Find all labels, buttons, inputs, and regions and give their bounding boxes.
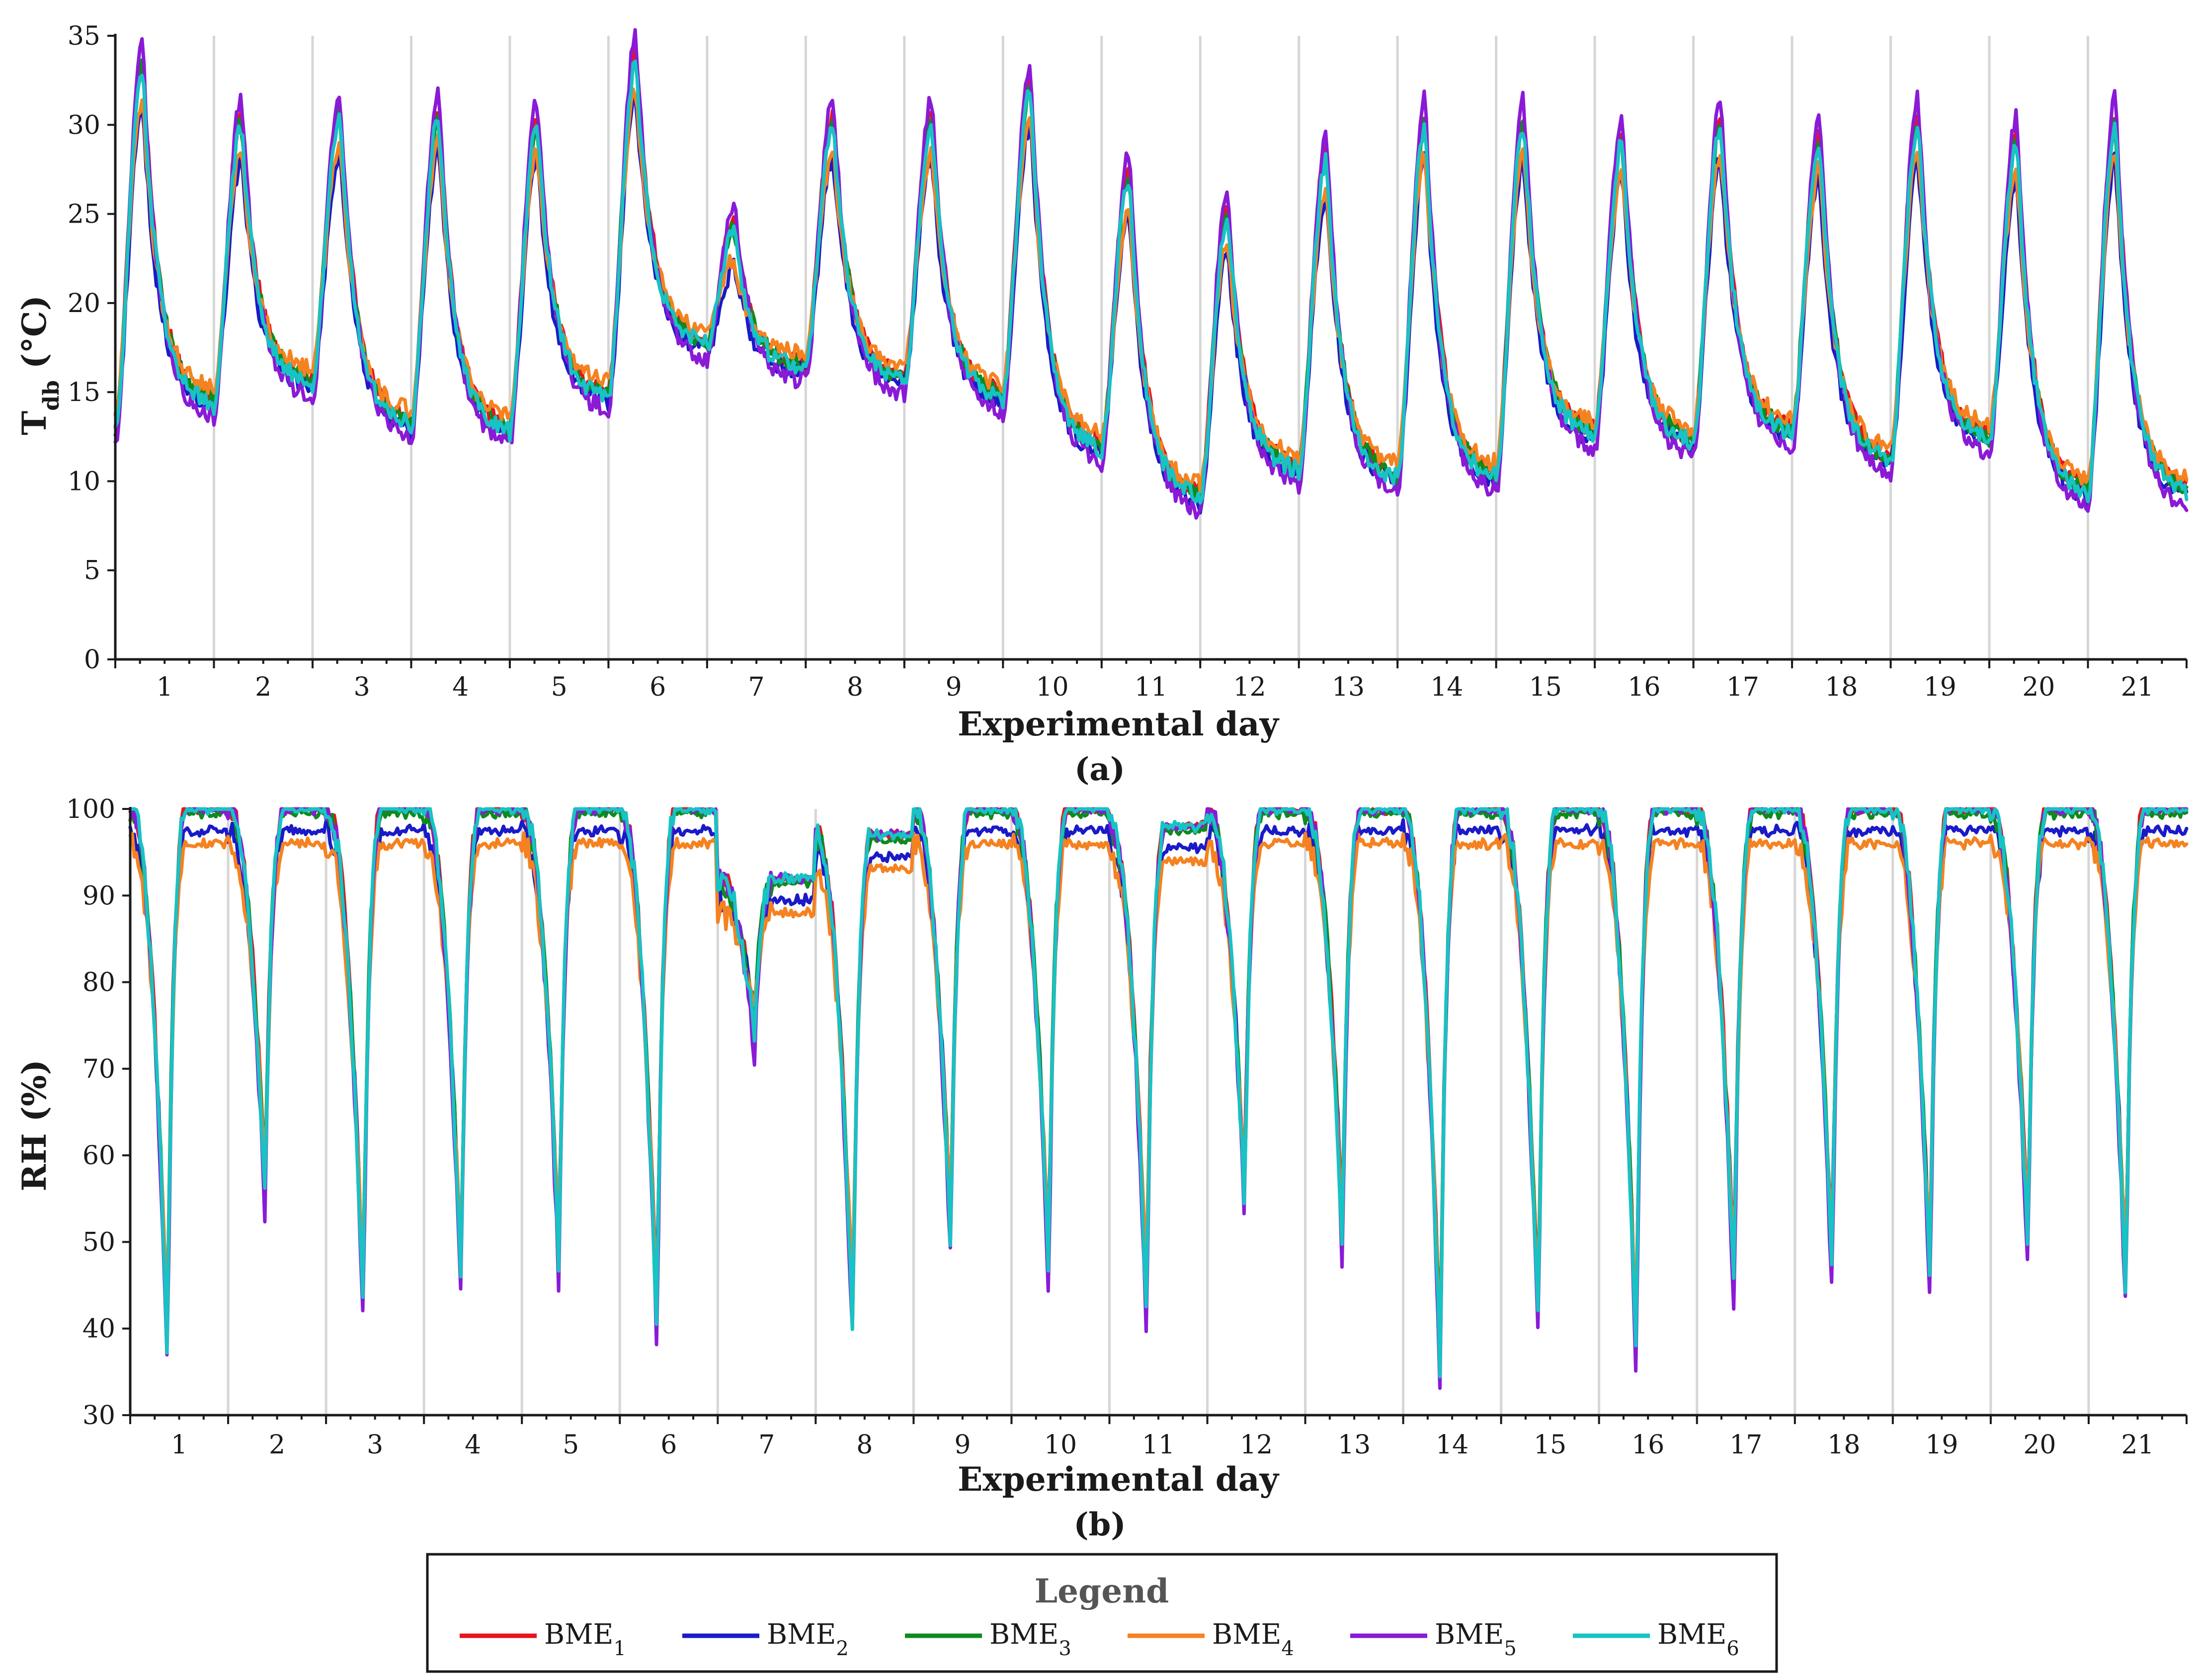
legend: Legend BME1 BME2 BME3 BME4 BME5 BME6 bbox=[426, 1553, 1778, 1673]
x-day-label: 11 bbox=[1142, 1430, 1175, 1460]
panel-a-grid bbox=[212, 36, 2090, 659]
x-day-label: 17 bbox=[1729, 1430, 1762, 1460]
x-day-label: 14 bbox=[1430, 672, 1463, 702]
x-day-label: 6 bbox=[650, 672, 666, 702]
panel-a-x-axis-title: Experimental day bbox=[958, 705, 1280, 743]
panel-a-series-group bbox=[113, 28, 2189, 520]
y-tick-label: 40 bbox=[82, 1314, 115, 1344]
x-day-label: 12 bbox=[1233, 672, 1266, 702]
x-day-label: 2 bbox=[255, 672, 271, 702]
y-tick-label: 35 bbox=[68, 21, 100, 51]
legend-box bbox=[426, 1553, 1778, 1673]
y-tick-label: 60 bbox=[82, 1141, 115, 1171]
y-tick-label: 50 bbox=[82, 1227, 115, 1257]
legend-label-bme4: BME4 bbox=[1212, 1618, 1294, 1660]
series-line-bme6 bbox=[128, 807, 2189, 1378]
x-day-label: 19 bbox=[1924, 672, 1956, 702]
panel-a-x-ticks: 1 2 3 4 5 6 7 8 9 10 11 12 13 14 15 16 17 18 19 20 21 bbox=[114, 659, 2188, 702]
y-tick-label: 90 bbox=[82, 881, 115, 911]
panel-b-y-axis-title-main: RH (%) bbox=[15, 1059, 54, 1191]
x-day-label: 3 bbox=[354, 672, 370, 702]
x-day-label: 21 bbox=[2121, 672, 2154, 702]
y-tick-label: 20 bbox=[68, 289, 100, 319]
x-day-label: 20 bbox=[2022, 672, 2055, 702]
legend-items: BME1 BME2 BME3 BME4 BME5 BME6 bbox=[460, 1618, 1739, 1660]
y-tick-label: 70 bbox=[82, 1054, 115, 1084]
x-day-label: 10 bbox=[1044, 1430, 1077, 1460]
y-tick-label: 80 bbox=[82, 968, 115, 998]
panel-b-x-axis-title: Experimental day bbox=[958, 1460, 1280, 1499]
x-day-label: 8 bbox=[856, 1430, 873, 1460]
series-line-bme6 bbox=[113, 59, 2189, 505]
x-day-label: 9 bbox=[946, 672, 962, 702]
y-tick-label: 0 bbox=[84, 645, 100, 675]
legend-label-bme2: BME2 bbox=[767, 1618, 849, 1660]
x-day-label: 13 bbox=[1338, 1430, 1371, 1460]
x-day-label: 5 bbox=[551, 672, 568, 702]
x-day-label: 21 bbox=[2121, 1430, 2154, 1460]
x-day-label: 16 bbox=[1628, 672, 1660, 702]
panel-a-y-axis-title: Tdb (°C) bbox=[15, 295, 64, 435]
x-day-label: 8 bbox=[847, 672, 863, 702]
panel-b-series-group bbox=[128, 807, 2189, 1390]
x-day-label: 19 bbox=[1925, 1430, 1958, 1460]
x-day-label: 5 bbox=[563, 1430, 579, 1460]
panel-a-label: (a) bbox=[1074, 751, 1125, 788]
y-tick-label: 30 bbox=[82, 1401, 115, 1431]
x-day-label: 15 bbox=[1534, 1430, 1566, 1460]
x-day-label: 9 bbox=[954, 1430, 971, 1460]
legend-label-bme5: BME5 bbox=[1435, 1618, 1517, 1660]
x-day-label: 16 bbox=[1631, 1430, 1664, 1460]
x-day-label: 10 bbox=[1036, 672, 1068, 702]
y-tick-label: 25 bbox=[68, 200, 100, 230]
y-tick-label: 5 bbox=[84, 556, 100, 586]
y-tick-label: 15 bbox=[68, 378, 100, 407]
x-day-label: 18 bbox=[1827, 1430, 1860, 1460]
panel-b-label: (b) bbox=[1073, 1506, 1126, 1543]
legend-label-bme6: BME6 bbox=[1657, 1618, 1739, 1660]
x-day-label: 6 bbox=[660, 1430, 677, 1460]
x-day-label: 1 bbox=[171, 1430, 187, 1460]
x-day-label: 11 bbox=[1135, 672, 1167, 702]
panel-a-y-axis-title-sub: db bbox=[39, 380, 64, 411]
x-day-label: 18 bbox=[1825, 672, 1858, 702]
panel-a-y-axis-title-unit: (°C) bbox=[15, 295, 54, 380]
x-day-label: 3 bbox=[367, 1430, 383, 1460]
panel-a-axes bbox=[114, 34, 2187, 661]
x-day-label: 7 bbox=[758, 1430, 775, 1460]
y-tick-label: 100 bbox=[66, 795, 115, 824]
legend-label-bme1: BME1 bbox=[544, 1618, 626, 1660]
panel-a-y-ticks: 0 5 10 15 20 25 30 35 bbox=[68, 21, 115, 675]
x-day-label: 12 bbox=[1240, 1430, 1273, 1460]
x-day-label: 15 bbox=[1529, 672, 1562, 702]
x-day-label: 4 bbox=[465, 1430, 481, 1460]
y-tick-label: 10 bbox=[68, 467, 100, 496]
x-day-label: 2 bbox=[269, 1430, 285, 1460]
legend-label-bme3: BME3 bbox=[989, 1618, 1071, 1660]
panel-b-x-ticks: 1 2 3 4 5 6 7 8 9 10 11 12 13 14 15 16 17 18 19 20 21 bbox=[129, 1415, 2188, 1460]
x-day-label: 20 bbox=[2023, 1430, 2056, 1460]
x-day-label: 1 bbox=[157, 672, 173, 702]
panel-b-y-ticks: 30 40 50 60 70 80 90 100 bbox=[66, 795, 130, 1431]
panel-a-y-axis-title-main: T bbox=[15, 411, 54, 435]
x-day-label: 14 bbox=[1436, 1430, 1468, 1460]
x-day-label: 13 bbox=[1332, 672, 1365, 702]
x-day-label: 4 bbox=[452, 672, 469, 702]
x-day-label: 7 bbox=[748, 672, 765, 702]
y-tick-label: 30 bbox=[68, 110, 100, 140]
panel-b-y-axis-title: RH (%) bbox=[15, 1059, 54, 1191]
x-day-label: 17 bbox=[1726, 672, 1759, 702]
legend-title: Legend bbox=[1035, 1572, 1169, 1610]
series-line-bme4 bbox=[128, 831, 2189, 1344]
series-line-bme2 bbox=[113, 93, 2189, 515]
